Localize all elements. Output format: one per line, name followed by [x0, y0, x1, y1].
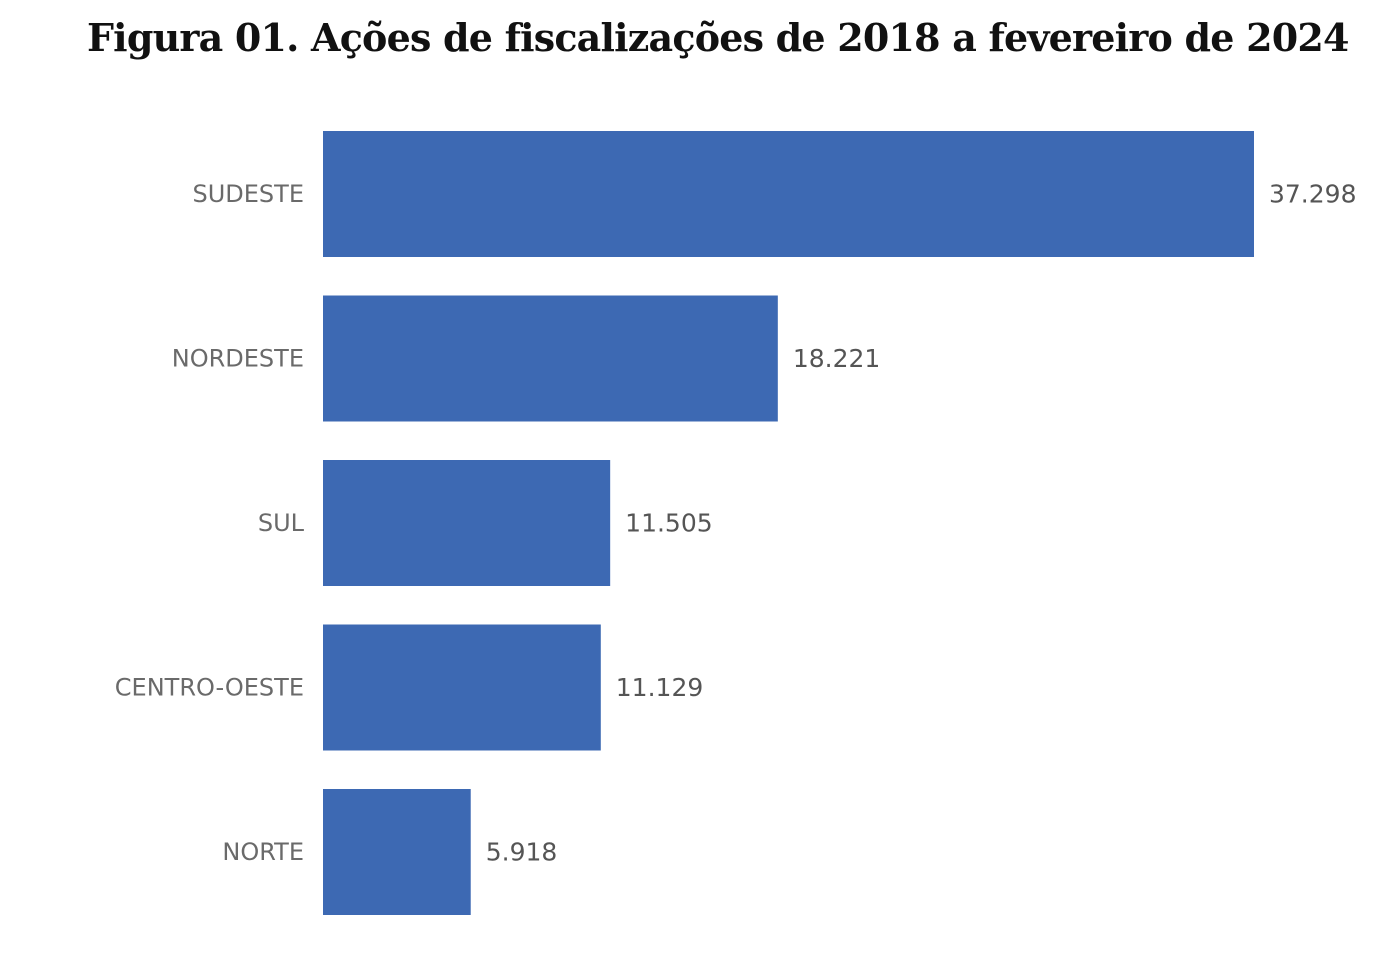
value-labels: 37.298 18.221 11.505 11.129 5.918: [486, 180, 1357, 867]
bar-nordeste: [323, 295, 778, 422]
category-label-sudeste: SUDESTE: [192, 180, 304, 208]
value-label-sul: 11.505: [625, 509, 712, 538]
value-label-centro-oeste: 11.129: [616, 673, 703, 702]
category-label-sul: SUL: [258, 509, 305, 537]
bars-layer: [323, 131, 1254, 915]
bar-sul: [323, 460, 611, 586]
bar-sudeste: [323, 131, 1254, 257]
category-label-nordeste: NORDESTE: [172, 345, 304, 373]
category-label-centro-oeste: CENTRO-OESTE: [115, 674, 304, 702]
bar-norte: [323, 789, 471, 915]
bar-centro-oeste: [323, 624, 601, 751]
figure-title: Figura 01. Ações de fiscalizações de 201…: [87, 15, 1349, 60]
category-label-norte: NORTE: [222, 838, 304, 866]
category-labels: SUDESTE NORDESTE SUL CENTRO-OESTE NORTE: [115, 180, 305, 866]
value-label-nordeste: 18.221: [793, 344, 880, 373]
value-label-norte: 5.918: [486, 838, 558, 867]
value-label-sudeste: 37.298: [1269, 180, 1356, 209]
